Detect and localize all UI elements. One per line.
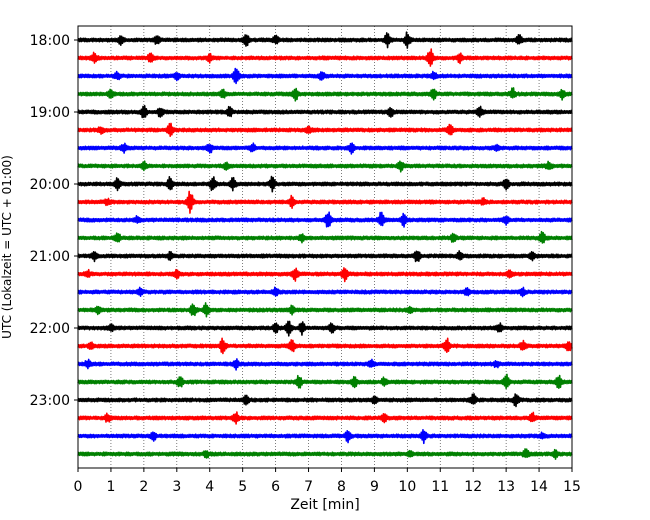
trace-2015 [77, 190, 573, 214]
x-axis-label: Zeit [min] [290, 497, 359, 513]
x-tick-label: 11 [431, 479, 449, 495]
x-tick-label: 9 [370, 479, 379, 495]
trace-2145 [77, 302, 573, 318]
trace-2215 [77, 337, 573, 355]
trace-2030 [77, 211, 573, 228]
trace-1930 [77, 142, 573, 155]
trace-line [77, 190, 573, 214]
trace-1815 [77, 48, 573, 67]
trace-line [77, 250, 573, 263]
y-tick-label: 18:00 [30, 33, 70, 49]
x-tick-label: 10 [398, 479, 416, 495]
trace-1845 [77, 87, 573, 102]
x-tick-label: 14 [530, 479, 548, 495]
trace-series-group [77, 31, 573, 460]
x-tick-label: 3 [172, 479, 181, 495]
x-tick-label: 4 [205, 479, 214, 495]
trace-line [77, 67, 573, 85]
y-tick-label: 21:00 [30, 249, 70, 265]
trace-1945 [77, 160, 573, 173]
x-tick-label: 0 [74, 479, 83, 495]
trace-2130 [77, 286, 573, 298]
trace-2315 [77, 411, 573, 425]
y-tick-label: 22:00 [30, 321, 70, 337]
trace-1915 [77, 122, 573, 138]
trace-line [77, 175, 573, 193]
trace-1830 [77, 67, 573, 85]
y-axis-label: UTC (Lokalzeit = UTC + 01:00) [0, 155, 14, 339]
x-tick-label: 1 [106, 479, 115, 495]
x-tick-label: 2 [139, 479, 148, 495]
plot-frame [77, 25, 573, 469]
y-tick-label: 20:00 [30, 177, 70, 193]
trace-2300 [77, 393, 573, 408]
trace-2330 [77, 428, 573, 445]
trace-1800 [77, 31, 573, 49]
x-tick-label: 13 [497, 479, 515, 495]
trace-2230 [77, 358, 573, 371]
y-axis-ticks: 18:00 19:00 20:00 21:00 22:00 23:00 [30, 33, 78, 409]
trace-2045 [77, 230, 573, 244]
x-tick-label: 6 [271, 479, 280, 495]
x-tick-label: 15 [563, 479, 581, 495]
y-tick-label: 23:00 [30, 393, 70, 409]
x-tick-label: 5 [238, 479, 247, 495]
x-axis-ticks: 0 1 2 3 4 5 6 7 8 9 10 11 12 13 14 15 [74, 468, 581, 495]
x-tick-label: 8 [337, 479, 346, 495]
trace-2245 [77, 373, 573, 390]
trace-1900 [77, 105, 573, 119]
trace-line [77, 31, 573, 49]
y-tick-label: 19:00 [30, 105, 70, 121]
trace-2000 [77, 175, 573, 193]
trace-2115 [77, 267, 573, 283]
x-tick-label: 7 [304, 479, 313, 495]
trace-2100 [77, 250, 573, 263]
trace-2200 [77, 320, 573, 337]
trace-2345 [77, 448, 573, 460]
x-tick-label: 12 [464, 479, 482, 495]
trace-line [77, 373, 573, 390]
